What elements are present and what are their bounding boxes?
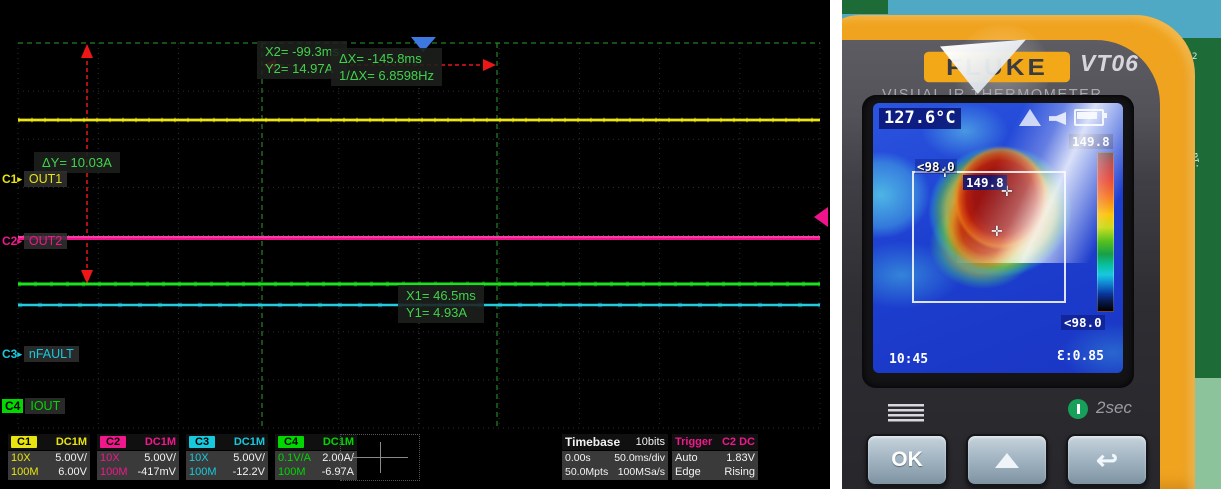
back-button[interactable]: ↩	[1066, 434, 1148, 486]
delta-x-readout: ΔX= -145.8ms 1/ΔX= 6.8598Hz	[331, 48, 443, 86]
back-arrow-icon: ↩	[1096, 445, 1118, 475]
c3-marker-arrow-icon: ▸	[17, 348, 22, 359]
emissivity-readout: Ɛ:0.85	[1057, 349, 1104, 364]
screen-glare	[957, 103, 1123, 263]
trigger-slope: Rising	[724, 466, 755, 478]
trigger-sweep: Auto	[675, 452, 698, 464]
pcb-background	[842, 0, 888, 14]
ok-button-label: OK	[891, 448, 923, 471]
c2-probe: 10X	[100, 452, 120, 464]
c2-offset: -417mV	[137, 466, 176, 478]
delta-x-value: ΔX= -145.8ms	[339, 51, 422, 66]
c4-coupling: DC1M	[322, 436, 354, 448]
delta-y-value: ΔY= 10.03A	[42, 155, 112, 170]
c4-marker-id: C4	[2, 399, 24, 413]
c2-bandwidth: 100M	[100, 466, 128, 478]
cursor1-readout: X1= 46.5ms Y1= 4.93A	[398, 285, 484, 323]
scale-min-label: <98.0	[1061, 315, 1105, 330]
c2-marker-arrow-icon: ▸	[17, 235, 22, 246]
main-temperature-readout: 127.6°C	[879, 108, 961, 129]
c1-bandwidth: 100M	[11, 466, 39, 478]
ok-button[interactable]: OK	[866, 434, 948, 486]
timebase-bits: 10bits	[635, 436, 665, 448]
y1-value: Y1= 4.93A	[406, 305, 468, 320]
c4-probe: 0.1V/A	[278, 452, 312, 464]
c1-probe: 10X	[11, 452, 31, 464]
thermal-display: ✛ ✛ ✛ 127.6°C 149.8 <98.0 <98.0 149.8 10…	[873, 103, 1123, 373]
c1-scale: 5.00V/	[55, 452, 87, 464]
timebase-panel[interactable]: Timebase 10bits 0.00s 50.0ms/div 50.0Mpts 1…	[562, 434, 668, 481]
c3-probe: 10X	[189, 452, 209, 464]
timebase-memory: 50.0Mpts	[565, 466, 609, 478]
channel-panel-c1[interactable]: C1 DC1M 10X 5.00V/ 100M 6.00V	[8, 434, 90, 481]
c4-scale: 2.00A/	[322, 452, 354, 464]
c4-trace-label: IOUT	[25, 398, 66, 414]
trigger-type: Edge	[675, 466, 701, 478]
x1-value: X1= 46.5ms	[406, 288, 476, 303]
crosshair-icon	[380, 442, 381, 473]
timebase-title: Timebase	[565, 435, 621, 449]
math-channel-box[interactable]	[340, 434, 420, 481]
c3-trace-label: nFAULT	[23, 346, 79, 362]
channel-marker-c2[interactable]: C2 ▸ OUT2	[2, 233, 68, 249]
model-text: VT06	[1080, 50, 1139, 76]
delta-y-readout: ΔY= 10.03A	[34, 152, 120, 173]
c3-marker-id: C3	[2, 347, 18, 361]
trigger-position-icon[interactable]	[411, 37, 436, 52]
channel-marker-c4[interactable]: C4 IOUT	[2, 398, 66, 414]
clock-readout: 10:45	[889, 352, 929, 367]
c4-badge: C4	[278, 436, 305, 448]
timebase-samplerate: 100MSa/s	[617, 466, 665, 478]
x2-value: X2= -99.3ms	[265, 44, 340, 59]
c4-bandwidth: 100M	[278, 466, 306, 478]
c1-marker-arrow-icon: ▸	[17, 173, 22, 184]
c1-offset: 6.00V	[58, 466, 87, 478]
trigger-level: 1.83V	[726, 452, 755, 464]
c3-badge: C3	[189, 436, 216, 448]
menu-icon	[888, 404, 924, 422]
c3-scale: 5.00V/	[233, 452, 265, 464]
pcb-silkscreen-text: 2	[1192, 52, 1198, 62]
trigger-panel[interactable]: Trigger C2 DC Auto 1.83V Edge Rising	[672, 434, 758, 481]
c4-offset: -6.97A	[321, 466, 354, 478]
timebase-scale: 50.0ms/div	[614, 452, 665, 464]
y2-value: Y2= 14.97A	[265, 61, 334, 76]
c1-badge: C1	[11, 436, 38, 448]
channel-panel-c3[interactable]: C3 DC1M 10X 5.00V/ 100M -12.2V	[186, 434, 268, 481]
c1-coupling: DC1M	[55, 436, 87, 448]
up-arrow-icon	[995, 452, 1019, 468]
c2-scale: 5.00V/	[144, 452, 176, 464]
c3-offset: -12.2V	[232, 466, 265, 478]
channel-marker-c1[interactable]: C1 ▸ OUT1	[2, 171, 68, 187]
c3-bandwidth: 100M	[189, 466, 217, 478]
trigger-source: C2 DC	[721, 436, 755, 448]
c2-badge: C2	[100, 436, 127, 448]
cold-spot-crosshair-icon: ✛	[939, 164, 951, 180]
channel-panel-c2[interactable]: C2 DC1M 10X 5.00V/ 100M -417mV	[97, 434, 179, 481]
channel-marker-c3[interactable]: C3 ▸ nFAULT	[2, 346, 79, 362]
c1-trace-label: OUT1	[23, 171, 68, 187]
c2-trace-label: OUT2	[23, 233, 68, 249]
trigger-level-icon[interactable]	[814, 207, 828, 227]
up-button[interactable]	[966, 434, 1048, 486]
thermometer-photo: 2 PI: FLUKE VT06 VISUAL IR THERMOMETER ✛…	[842, 0, 1221, 489]
power-icon	[1068, 399, 1088, 419]
c2-marker-id: C2	[2, 234, 18, 248]
center-axis-lines	[18, 43, 820, 428]
trigger-title: Trigger	[675, 436, 713, 448]
cold-spot-label: <98.0	[915, 159, 957, 174]
inv-delta-x-value: 1/ΔX= 6.8598Hz	[339, 68, 435, 83]
power-hint-text: 2sec	[1096, 398, 1132, 417]
c1-marker-id: C1	[2, 172, 18, 186]
trace-c2	[18, 236, 820, 240]
channel-panel-c4[interactable]: C4 DC1M 0.1V/A 2.00A/ 100M -6.97A	[275, 434, 357, 481]
timebase-delay: 0.00s	[565, 452, 591, 464]
c2-coupling: DC1M	[144, 436, 176, 448]
c3-coupling: DC1M	[233, 436, 265, 448]
oscilloscope-screen: ΔY= 10.03A X2= -99.3ms Y2= 14.97A ΔX= -1…	[0, 0, 830, 489]
